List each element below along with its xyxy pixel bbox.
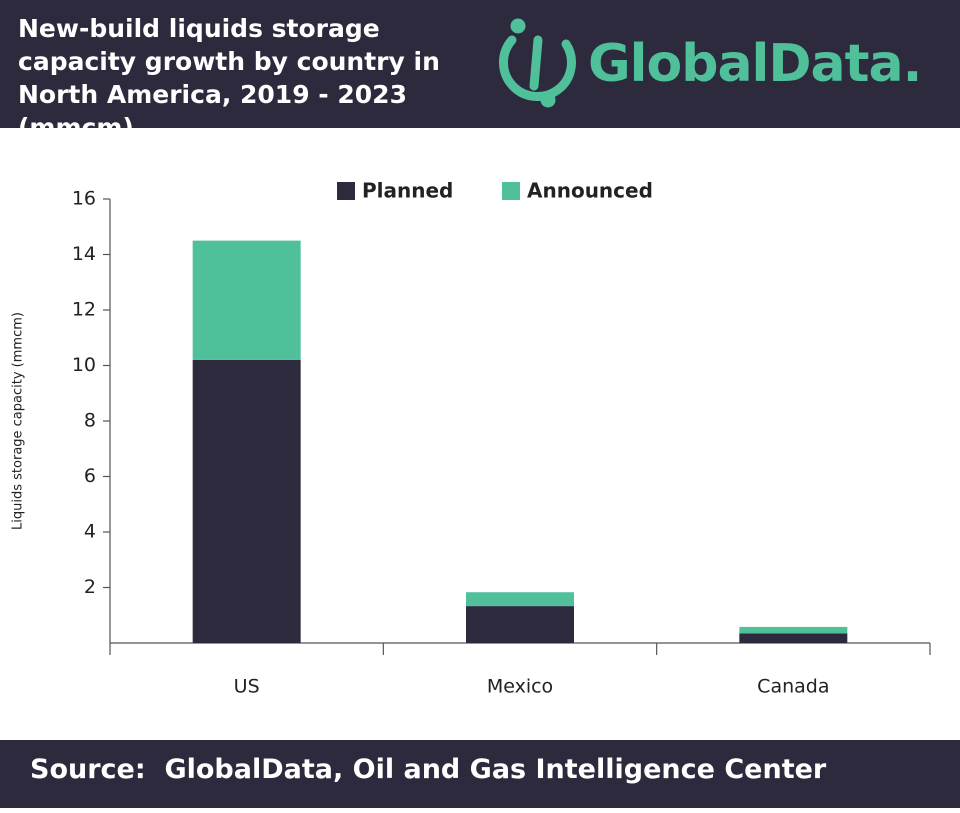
- logo-text: GlobalData.: [588, 34, 922, 94]
- legend-label: Announced: [527, 179, 653, 203]
- bar-segment: [466, 606, 574, 643]
- chart-title: New-build liquids storage capacity growt…: [18, 14, 440, 142]
- bar-segment: [466, 592, 574, 607]
- y-axis-label: Liquids storage capacity (mmcm): [11, 312, 26, 530]
- x-tick-label: Canada: [757, 676, 829, 698]
- x-tick-label: Mexico: [487, 676, 553, 698]
- y-tick-label: 6: [84, 465, 96, 487]
- bar-segment: [192, 240, 301, 360]
- y-tick-label: 12: [72, 299, 96, 321]
- footer-band: [0, 740, 960, 808]
- y-tick-label: 8: [84, 410, 96, 432]
- header-band: [0, 0, 960, 128]
- logo-icon: [498, 18, 576, 108]
- bar-segment: [739, 633, 848, 643]
- y-tick-label: 14: [72, 243, 96, 265]
- bar-segment: [739, 626, 848, 634]
- legend-swatch: [337, 182, 355, 200]
- source-note: Source: GlobalData, Oil and Gas Intellig…: [30, 754, 827, 785]
- y-tick-label: 10: [72, 354, 96, 376]
- x-tick-label: US: [234, 676, 260, 698]
- y-tick-label: 2: [84, 576, 96, 598]
- legend-swatch: [502, 182, 520, 200]
- legend-label: Planned: [362, 179, 453, 203]
- bar-segment: [192, 359, 301, 643]
- y-tick-label: 4: [84, 521, 96, 543]
- y-tick-label: 16: [72, 188, 96, 210]
